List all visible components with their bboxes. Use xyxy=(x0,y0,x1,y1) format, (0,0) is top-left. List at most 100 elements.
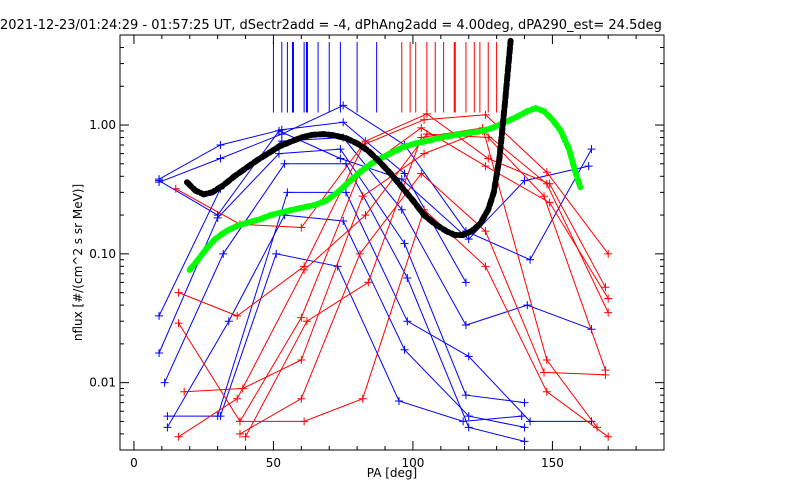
blue-data-point xyxy=(336,154,345,163)
red-data-point xyxy=(361,211,370,220)
blue-data-point xyxy=(526,255,535,264)
blue-data-point xyxy=(155,311,164,320)
reference-lines xyxy=(272,42,498,113)
red-data-point xyxy=(604,432,613,441)
x-tick-label: 50 xyxy=(266,456,281,470)
blue-data-point xyxy=(155,348,164,357)
red-data-point xyxy=(604,294,613,303)
blue-series-line xyxy=(158,121,467,283)
blue-data-point xyxy=(461,391,470,400)
red-data-point xyxy=(545,198,554,207)
red-data-point xyxy=(241,432,250,441)
x-tick-label: 150 xyxy=(541,456,564,470)
red-data-point xyxy=(174,319,183,328)
red-data-point xyxy=(540,368,549,377)
blue-data-point xyxy=(520,437,529,446)
blue-data-point xyxy=(520,398,529,407)
blue-data-point xyxy=(394,397,403,406)
blue-data-point xyxy=(526,417,535,426)
red-data-point xyxy=(361,137,370,146)
red-data-point xyxy=(297,313,306,322)
red-data-point xyxy=(604,249,613,258)
x-tick-label: 100 xyxy=(401,456,424,470)
red-data-point xyxy=(364,278,373,287)
data-series xyxy=(155,101,613,446)
red-data-point xyxy=(542,355,551,364)
red-data-point xyxy=(604,308,613,317)
red-data-point xyxy=(601,283,610,292)
blue-data-point xyxy=(224,317,233,326)
red-data-point xyxy=(300,417,309,426)
blue-data-point xyxy=(400,345,409,354)
blue-data-point xyxy=(163,423,172,432)
red-data-point xyxy=(540,192,549,201)
blue-data-point xyxy=(464,412,473,421)
blue-data-point xyxy=(160,378,169,387)
blue-data-point xyxy=(464,352,473,361)
blue-data-point xyxy=(216,154,225,163)
red-data-point xyxy=(174,432,183,441)
red-data-point xyxy=(593,423,602,432)
blue-series-line xyxy=(158,130,589,240)
blue-data-point xyxy=(163,412,172,421)
red-data-point xyxy=(180,387,189,396)
red-data-point xyxy=(358,192,367,201)
red-data-point xyxy=(481,227,490,236)
blue-data-point xyxy=(403,273,412,282)
blue-data-point xyxy=(272,249,281,258)
blue-data-point xyxy=(339,101,348,110)
red-series-line xyxy=(178,133,606,438)
blue-data-point xyxy=(155,176,164,185)
blue-data-point xyxy=(520,176,529,185)
blue-data-point xyxy=(459,417,468,426)
blue-series-line xyxy=(164,163,525,442)
chart-title: 2021-12-23/01:24:29 - 01:57:25 UT, dSect… xyxy=(0,18,662,33)
red-data-point xyxy=(481,110,490,119)
red-data-point xyxy=(297,223,306,232)
blue-data-point xyxy=(517,412,526,421)
red-data-point xyxy=(358,394,367,403)
red-data-point xyxy=(174,288,183,297)
x-tick-label: 0 xyxy=(130,456,138,470)
blue-series-line xyxy=(219,253,522,422)
blue-data-point xyxy=(520,423,529,432)
y-tick-label: 0.01 xyxy=(89,376,116,390)
blue-data-point xyxy=(341,188,350,197)
blue-data-point xyxy=(400,239,409,248)
blue-data-point xyxy=(400,169,409,178)
red-data-point xyxy=(420,149,429,158)
blue-data-point xyxy=(213,213,222,222)
plot-frame xyxy=(119,34,665,451)
axes: 0 50 100 150 0.01 0.10 1.00 xyxy=(89,34,665,470)
red-data-point xyxy=(300,265,309,274)
blue-data-point xyxy=(464,423,473,432)
black-model-curve xyxy=(184,37,514,238)
blue-data-point xyxy=(219,249,228,258)
red-data-point xyxy=(233,394,242,403)
blue-data-point xyxy=(216,140,225,149)
x-axis-label: PA [deg] xyxy=(367,466,417,480)
blue-data-point xyxy=(275,126,284,135)
blue-data-point xyxy=(280,159,289,168)
y-tick-label: 1.00 xyxy=(89,118,116,132)
blue-series-line xyxy=(158,104,592,261)
red-data-point xyxy=(481,262,490,271)
red-data-point xyxy=(417,169,426,178)
blue-data-point xyxy=(464,235,473,244)
red-data-point xyxy=(233,311,242,320)
red-data-point xyxy=(302,317,311,326)
red-data-point xyxy=(355,249,364,258)
blue-data-point xyxy=(216,412,225,421)
blue-data-point xyxy=(461,278,470,287)
blue-data-point xyxy=(275,149,284,158)
red-series-line xyxy=(178,113,606,317)
red-data-point xyxy=(297,394,306,403)
fit-curves xyxy=(184,37,584,273)
blue-data-point xyxy=(523,301,532,310)
red-data-point xyxy=(235,417,244,426)
red-data-point xyxy=(297,355,306,364)
blue-data-point xyxy=(587,145,596,154)
red-data-point xyxy=(420,115,429,124)
red-data-point xyxy=(235,429,244,438)
